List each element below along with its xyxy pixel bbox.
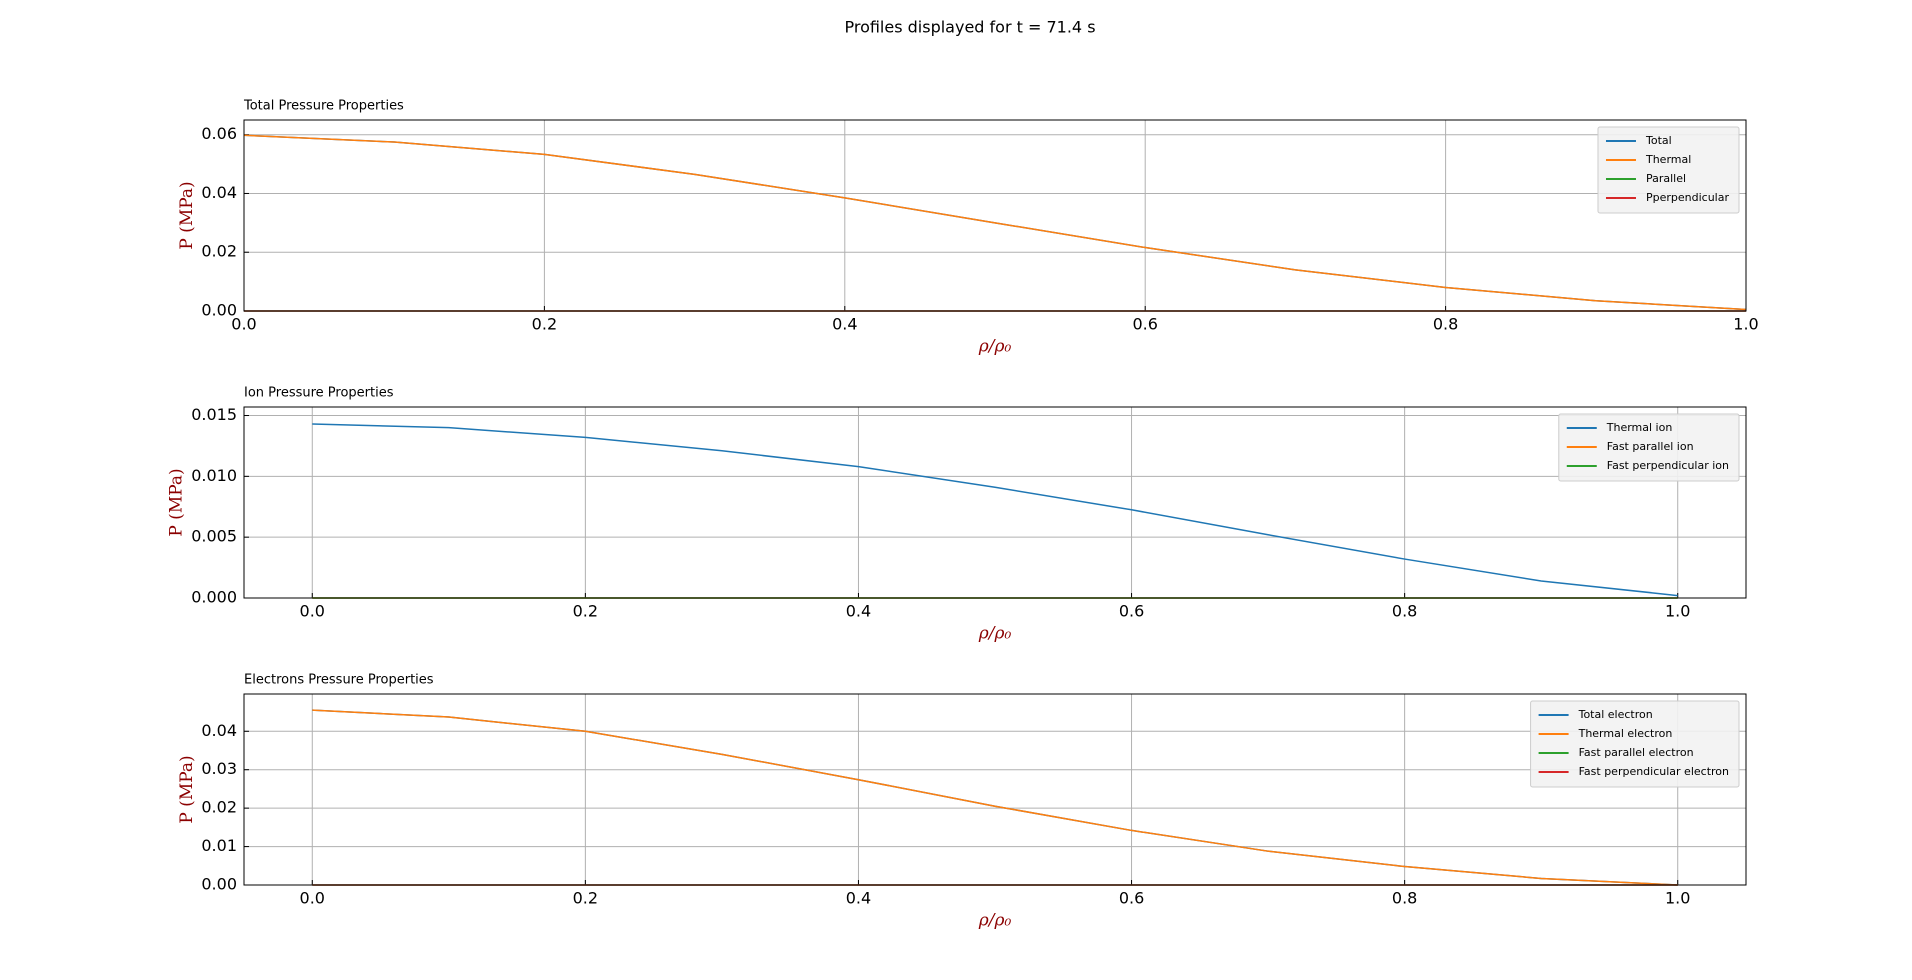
series-line — [243, 134, 1747, 311]
x-tick-label: 0.2 — [573, 889, 598, 908]
x-tick-label: 0.0 — [300, 602, 325, 621]
legend-label: Pperpendicular — [1646, 191, 1729, 204]
legend-label: Fast perpendicular electron — [1579, 765, 1729, 778]
legend-label: Thermal ion — [1606, 421, 1673, 434]
x-tick-label: 0.6 — [1119, 889, 1144, 908]
legend-label: Thermal electron — [1578, 727, 1673, 740]
y-tick-label: 0.03 — [201, 759, 237, 778]
legend-label: Thermal — [1645, 153, 1691, 166]
axes-title: Total Pressure Properties — [243, 99, 404, 114]
x-tick-label: 0.2 — [573, 602, 598, 621]
legend: Total electron Thermal electron Fast paral… — [1530, 700, 1740, 788]
y-tick-label: 0.00 — [201, 301, 237, 320]
y-tick-label: 0.005 — [191, 527, 237, 546]
legend-label: Total electron — [1578, 708, 1653, 721]
x-axis-label: ρ/ρ₀ — [978, 337, 1012, 357]
legend: Total Thermal Parallel Pperpendicular — [1597, 126, 1740, 214]
y-axis-label: P (MPa) — [177, 755, 197, 823]
legend-label: Parallel — [1646, 172, 1686, 185]
legend-box — [1558, 413, 1740, 482]
x-tick-label: 1.0 — [1665, 889, 1690, 908]
axes-frame — [243, 406, 1747, 599]
x-tick-label: 0.8 — [1433, 315, 1458, 334]
y-tick-label: 0.00 — [201, 875, 237, 894]
y-tick-label: 0.02 — [201, 242, 237, 261]
y-tick-label: 0.000 — [191, 588, 237, 607]
x-tick-label: 0.8 — [1392, 889, 1417, 908]
x-tick-label: 0.6 — [1132, 315, 1157, 334]
x-tick-label: 0.4 — [832, 315, 857, 334]
x-tick-label: 1.0 — [1665, 602, 1690, 621]
x-tick-label: 1.0 — [1733, 315, 1758, 334]
x-tick-label: 0.2 — [532, 315, 557, 334]
axes-frame — [243, 119, 1747, 312]
x-tick-label: 0.4 — [846, 602, 871, 621]
y-tick-label: 0.02 — [201, 798, 237, 817]
y-tick-label: 0.015 — [191, 405, 237, 424]
series-line — [312, 709, 1678, 886]
y-axis-label: P (MPa) — [177, 181, 197, 249]
y-tick-label: 0.04 — [201, 183, 237, 202]
axes-title: Electrons Pressure Properties — [244, 673, 434, 688]
x-tick-label: 0.0 — [231, 315, 256, 334]
axes-title: Ion Pressure Properties — [244, 386, 394, 401]
y-tick-label: 0.010 — [191, 466, 237, 485]
figure-title: Profiles displayed for t = 71.4 s — [844, 18, 1095, 37]
x-tick-label: 0.8 — [1392, 602, 1417, 621]
y-axis-label: P (MPa) — [167, 468, 187, 536]
legend-label: Total — [1645, 134, 1672, 147]
x-tick-label: 0.4 — [846, 889, 871, 908]
legend-box — [1597, 126, 1740, 214]
x-axis-label: ρ/ρ₀ — [978, 624, 1012, 644]
legend-box — [1530, 700, 1740, 788]
legend-label: Fast parallel electron — [1579, 746, 1694, 759]
series-line — [312, 423, 1678, 597]
y-tick-label: 0.01 — [201, 836, 237, 855]
axes-frame — [243, 693, 1747, 886]
y-tick-label: 0.04 — [201, 721, 237, 740]
legend-label: Fast perpendicular ion — [1607, 459, 1729, 472]
y-tick-label: 0.06 — [201, 124, 237, 143]
legend-label: Fast parallel ion — [1607, 440, 1694, 453]
x-axis-label: ρ/ρ₀ — [978, 911, 1012, 931]
x-tick-label: 0.6 — [1119, 602, 1144, 621]
x-tick-label: 0.0 — [300, 889, 325, 908]
legend: Thermal ion Fast parallel ion Fast perpend… — [1558, 413, 1740, 482]
